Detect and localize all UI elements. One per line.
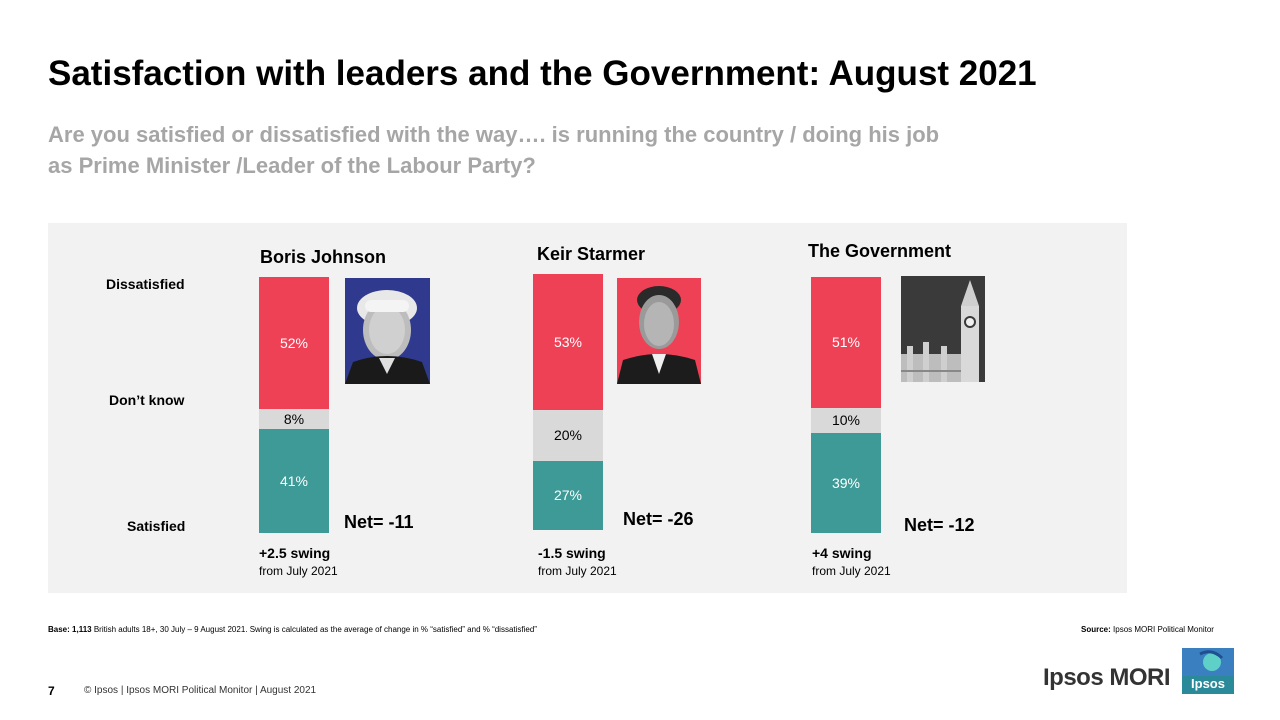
data-label-satisfied: 39% bbox=[831, 475, 861, 492]
swing-from-keir-starmer: from July 2021 bbox=[538, 564, 617, 578]
boris-johnson-photo bbox=[345, 278, 430, 384]
bar-segment-dont-know: 8% bbox=[259, 408, 329, 430]
data-label-satisfied: 41% bbox=[279, 473, 309, 490]
keir-starmer-photo bbox=[617, 278, 701, 384]
big-ben-photo bbox=[901, 276, 985, 382]
dont-know-row-label: Don’t know bbox=[109, 392, 185, 408]
net-score-boris-johnson: Net= -11 bbox=[344, 512, 414, 532]
data-label-dissatisfied: 52% bbox=[279, 334, 309, 351]
leader-name-keir-starmer: Keir Starmer bbox=[537, 244, 646, 264]
bar-segment-dissatisfied: 51% bbox=[811, 277, 881, 408]
swing-the-government: +4 swing bbox=[812, 545, 872, 561]
swing-keir-starmer: -1.5 swing bbox=[538, 545, 606, 561]
ipsos-mori-wordmark: Ipsos MORI bbox=[1043, 664, 1171, 691]
survey-question-line-1: Are you satisfied or dissatisfied with t… bbox=[48, 122, 940, 147]
bar-segment-dont-know: 10% bbox=[811, 407, 881, 434]
net-score-the-government: Net= -12 bbox=[904, 515, 975, 535]
net-score-keir-starmer: Net= -26 bbox=[623, 509, 694, 529]
source-footnote: Source: Ipsos MORI Political Monitor bbox=[1081, 625, 1214, 634]
swing-from-boris-johnson: from July 2021 bbox=[259, 564, 338, 578]
satisfied-row-label: Satisfied bbox=[127, 518, 186, 534]
stacked-bar-the-government: 51% 10% 39% bbox=[811, 277, 881, 533]
stacked-bar-keir-starmer: 53% 20% 27% bbox=[533, 274, 603, 530]
data-label-satisfied: 27% bbox=[553, 487, 583, 504]
bar-segment-dissatisfied: 52% bbox=[259, 277, 329, 409]
data-label-dont-know: 8% bbox=[283, 410, 305, 427]
leader-name-the-government: The Government bbox=[808, 241, 952, 261]
page-title: Satisfaction with leaders and the Govern… bbox=[48, 54, 1037, 93]
data-label-dont-know: 10% bbox=[831, 412, 861, 429]
bar-segment-satisfied: 27% bbox=[533, 460, 603, 530]
ipsos-logo-text: Ipsos bbox=[1191, 676, 1225, 691]
base-footnote-label: Base: bbox=[48, 625, 70, 634]
base-footnote-count: 1,113 bbox=[72, 625, 92, 634]
source-footnote-label: Source: bbox=[1081, 625, 1111, 634]
base-footnote-text: British adults 18+, 30 July – 9 August 2… bbox=[91, 625, 537, 634]
data-label-dissatisfied: 53% bbox=[553, 333, 583, 350]
dissatisfied-row-label: Dissatisfied bbox=[106, 276, 185, 292]
swing-from-the-government: from July 2021 bbox=[812, 564, 891, 578]
data-label-dissatisfied: 51% bbox=[831, 334, 861, 351]
page-number: 7 bbox=[48, 684, 55, 698]
swing-boris-johnson: +2.5 swing bbox=[259, 545, 331, 561]
leader-name-boris-johnson: Boris Johnson bbox=[260, 247, 387, 267]
source-footnote-text: Ipsos MORI Political Monitor bbox=[1110, 625, 1214, 634]
stacked-bar-boris-johnson: 52% 8% 41% bbox=[259, 277, 329, 533]
ipsos-logo: Ipsos bbox=[1182, 648, 1234, 694]
survey-question: Are you satisfied or dissatisfied with t… bbox=[48, 119, 1068, 181]
bar-segment-satisfied: 39% bbox=[811, 433, 881, 533]
bar-segment-dont-know: 20% bbox=[533, 409, 603, 461]
survey-question-line-2: as Prime Minister /Leader of the Labour … bbox=[48, 153, 536, 178]
base-footnote: Base: 1,113 British adults 18+, 30 July … bbox=[48, 625, 537, 634]
footer-copyright: © Ipsos | Ipsos MORI Political Monitor |… bbox=[84, 685, 317, 696]
data-label-dont-know: 20% bbox=[553, 427, 583, 444]
bar-segment-dissatisfied: 53% bbox=[533, 274, 603, 410]
bar-segment-satisfied: 41% bbox=[259, 429, 329, 533]
